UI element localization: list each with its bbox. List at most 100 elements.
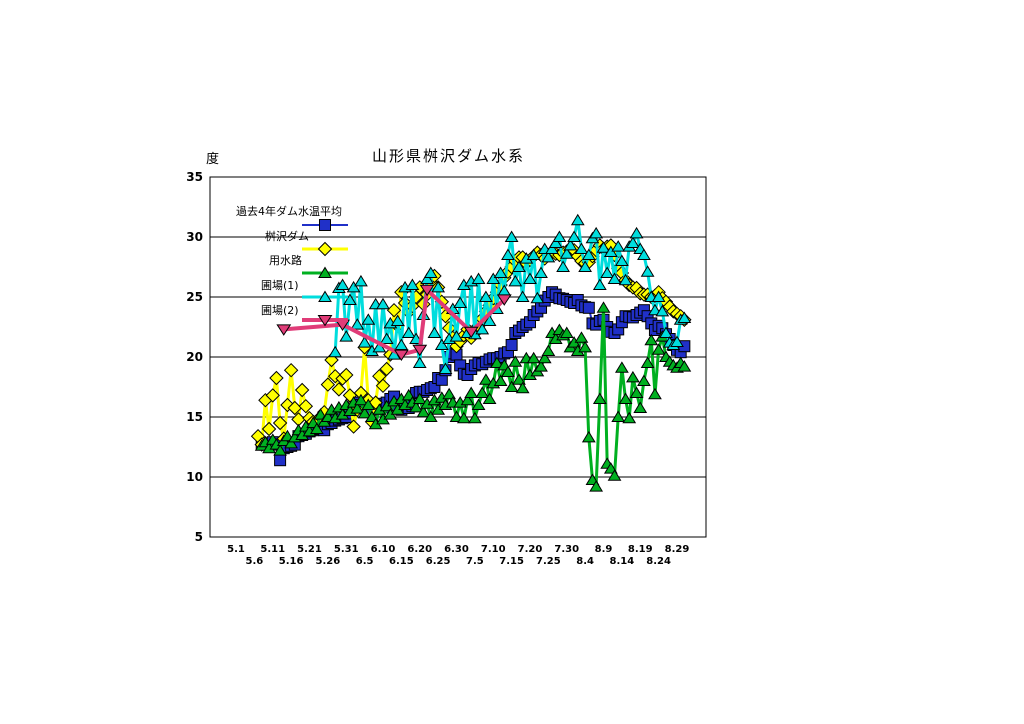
marker-triangle-up-field-1 [343, 293, 357, 305]
x-tick-label-8.4: 8.4 [576, 556, 594, 567]
legend-label-irrigation-canal: 用水路 [269, 254, 302, 267]
marker-triangle-up-irrigation-canal [467, 411, 482, 424]
marker-triangle-up-field-1 [475, 322, 490, 335]
marker-triangle-up-field-1 [354, 274, 368, 287]
marker-triangle-up-field-1 [394, 338, 409, 350]
marker-triangle-up-field-1 [405, 278, 420, 290]
marker-square-dam-4yr-avg [274, 454, 287, 467]
marker-triangle-up-irrigation-canal [284, 436, 299, 449]
marker-triangle-up-field-1 [471, 272, 486, 284]
marker-triangle-up-legend-irrigation-canal [318, 266, 332, 278]
marker-triangle-down-field-2 [276, 324, 292, 336]
x-tick-label-6.25: 6.25 [426, 556, 451, 567]
marker-triangle-up-field-1 [640, 265, 655, 277]
marker-diamond-masuzawa-dam [265, 388, 280, 403]
marker-triangle-up-field-1 [637, 248, 651, 260]
marker-triangle-up-field-1 [611, 240, 626, 252]
marker-triangle-up-field-1 [530, 291, 545, 304]
marker-triangle-up-field-1 [501, 248, 515, 260]
x-tick-label-7.10: 7.10 [481, 544, 506, 555]
marker-triangle-up-irrigation-canal [581, 430, 596, 443]
marker-triangle-up-field-1 [592, 278, 607, 290]
marker-triangle-up-field-1 [659, 326, 673, 338]
marker-triangle-up-field-1 [589, 226, 604, 239]
marker-triangle-up-irrigation-canal [361, 398, 376, 410]
y-axis-unit-label: 度 [206, 152, 220, 167]
marker-triangle-up-field-1 [339, 330, 354, 342]
marker-diamond-masuzawa-dam [269, 370, 284, 386]
marker-diamond-masuzawa-dam [261, 421, 277, 437]
marker-triangle-up-field-1 [350, 318, 365, 330]
marker-triangle-up-field-1 [390, 314, 405, 326]
marker-triangle-up-field-1 [567, 230, 581, 242]
marker-triangle-up-irrigation-canal [354, 393, 368, 406]
marker-diamond-masuzawa-dam [283, 362, 299, 378]
marker-triangle-up-field-1 [534, 266, 548, 278]
marker-triangle-up-field-1 [574, 242, 589, 254]
marker-triangle-up-field-1 [434, 338, 449, 350]
marker-triangle-up-field-1 [512, 260, 526, 272]
marker-triangle-up-irrigation-canal [273, 444, 287, 456]
marker-triangle-up-field-1 [412, 356, 427, 368]
y-tick-label-5: 5 [195, 530, 203, 544]
marker-triangle-up-irrigation-canal [357, 406, 372, 419]
marker-triangle-up-irrigation-canal [633, 401, 648, 413]
x-tick-label-5.26: 5.26 [316, 556, 341, 567]
marker-triangle-up-irrigation-canal [626, 370, 640, 383]
marker-triangle-up-field-1 [376, 297, 390, 310]
x-tick-label-5.1: 5.1 [227, 544, 245, 555]
marker-diamond-masuzawa-dam [375, 378, 391, 394]
marker-diamond-masuzawa-dam [272, 415, 288, 431]
marker-triangle-up-irrigation-canal [508, 355, 523, 367]
marker-triangle-up-irrigation-canal [640, 356, 655, 368]
marker-triangle-up-irrigation-canal [490, 356, 504, 368]
marker-triangle-up-field-1 [486, 272, 501, 284]
marker-triangle-up-field-1 [427, 326, 442, 338]
marker-triangle-up-irrigation-canal [442, 387, 457, 400]
marker-triangle-up-field-1 [629, 226, 644, 239]
x-tick-label-7.30: 7.30 [554, 544, 579, 555]
marker-triangle-up-irrigation-canal [471, 398, 486, 410]
marker-triangle-up-field-1 [552, 230, 567, 242]
marker-diamond-masuzawa-dam [320, 377, 336, 392]
marker-square-dam-4yr-avg [505, 339, 518, 351]
marker-triangle-up-irrigation-canal [559, 326, 574, 338]
x-tick-label-7.5: 7.5 [466, 556, 484, 567]
marker-diamond-masuzawa-dam [386, 302, 402, 318]
marker-triangle-up-field-1 [556, 260, 570, 272]
marker-triangle-up-irrigation-canal [479, 373, 493, 385]
marker-triangle-up-irrigation-canal [423, 410, 438, 422]
marker-diamond-legend-masuzawa-dam [317, 241, 333, 257]
marker-triangle-down-field-2 [463, 326, 479, 339]
marker-triangle-up-field-1 [578, 260, 593, 272]
marker-triangle-up-irrigation-canal [537, 351, 552, 364]
marker-triangle-up-field-1 [515, 290, 530, 302]
marker-triangle-up-field-1 [581, 248, 596, 260]
marker-triangle-up-irrigation-canal [504, 380, 519, 392]
x-tick-label-8.9: 8.9 [595, 544, 613, 555]
marker-triangle-up-irrigation-canal [592, 392, 607, 404]
marker-triangle-up-irrigation-canal [589, 480, 604, 492]
marker-diamond-masuzawa-dam [346, 419, 361, 434]
marker-triangle-up-field-1 [677, 311, 692, 323]
marker-triangle-up-irrigation-canal [482, 392, 497, 404]
marker-triangle-up-field-1 [563, 238, 578, 251]
marker-triangle-up-field-1 [420, 272, 434, 284]
marker-triangle-up-legend-field-1 [318, 290, 332, 302]
marker-triangle-down-field-2 [393, 349, 409, 362]
marker-triangle-up-field-1 [607, 272, 622, 284]
y-tick-label-35: 35 [186, 170, 203, 184]
marker-triangle-up-field-1 [655, 304, 670, 317]
y-tick-label-20: 20 [186, 350, 203, 364]
marker-diamond-masuzawa-dam [339, 367, 354, 383]
marker-triangle-up-field-1 [614, 254, 629, 266]
marker-triangle-up-irrigation-canal [416, 405, 431, 418]
x-tick-label-7.20: 7.20 [518, 544, 543, 555]
marker-triangle-up-irrigation-canal [607, 469, 622, 481]
marker-triangle-up-field-1 [548, 236, 563, 248]
y-tick-label-10: 10 [186, 470, 203, 484]
marker-triangle-up-field-1 [600, 266, 615, 278]
x-tick-label-6.10: 6.10 [371, 544, 396, 555]
x-tick-label-5.11: 5.11 [260, 544, 285, 555]
